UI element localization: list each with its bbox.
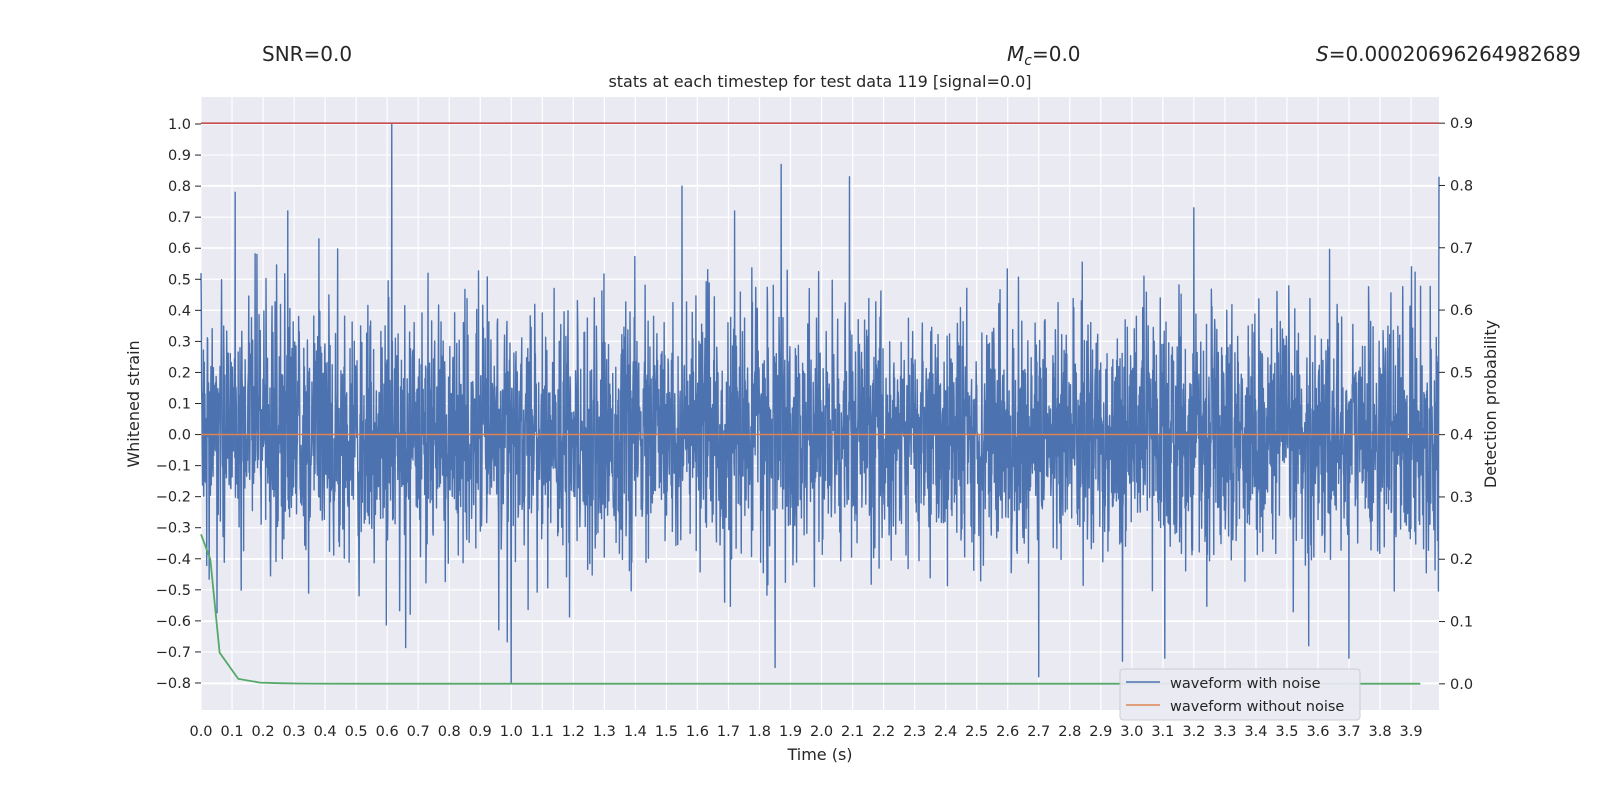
x-axis-label: Time (s) xyxy=(786,745,852,764)
x-tick-label-29: 2.9 xyxy=(1089,724,1112,740)
series-waveform-with-noise xyxy=(200,123,1440,684)
series-detection-probability xyxy=(200,534,1421,685)
y-right-tick-label-3: 0.6 xyxy=(1450,303,1473,319)
x-tick-label-7: 0.7 xyxy=(407,724,430,740)
snr-label: SNR=0.0 xyxy=(262,42,352,66)
y-left-tick-label-3: 0.7 xyxy=(168,210,191,226)
y-right-tick-label-5: 0.4 xyxy=(1450,428,1473,444)
x-tick-label-8: 0.8 xyxy=(438,724,461,740)
x-tick-label-23: 2.3 xyxy=(903,724,926,740)
x-tick-label-20: 2.0 xyxy=(810,724,833,740)
y-left-tick-label-17: −0.7 xyxy=(156,645,191,661)
x-tick-label-9: 0.9 xyxy=(469,724,492,740)
y-left-tick-label-9: 0.1 xyxy=(168,397,191,413)
x-tick-label-33: 3.3 xyxy=(1213,724,1236,740)
x-tick-label-25: 2.5 xyxy=(965,724,988,740)
y-left-tick-label-12: −0.2 xyxy=(156,490,191,506)
x-tick-label-34: 3.4 xyxy=(1244,724,1267,740)
y-right-tick-label-2: 0.7 xyxy=(1450,241,1473,257)
y-left-tick-label-11: −0.1 xyxy=(156,459,191,475)
y-left-tick-label-6: 0.4 xyxy=(168,303,191,319)
y-left-tick-label-18: −0.8 xyxy=(156,676,191,692)
x-tick-label-36: 3.6 xyxy=(1306,724,1329,740)
y-left-tick-label-14: −0.4 xyxy=(156,552,191,568)
y-left-tick-label-0: 1.0 xyxy=(168,117,191,133)
x-tick-label-0: 0.0 xyxy=(189,724,212,740)
x-tick-label-38: 3.8 xyxy=(1369,724,1392,740)
y-axis-left-label: Whitened strain xyxy=(124,340,143,467)
x-axis-ticks: 0.0 0.1 0.2 0.3 0.4 0.5 0.6 0.7 0.8 0.9 1.0 1.1 1.2 1… xyxy=(189,724,1422,740)
y-right-tick-label-8: 0.1 xyxy=(1450,615,1473,631)
x-tick-label-2: 0.2 xyxy=(252,724,275,740)
y-left-tick-label-8: 0.2 xyxy=(168,365,191,381)
x-tick-label-1: 0.1 xyxy=(220,724,243,740)
x-tick-label-15: 1.5 xyxy=(655,724,678,740)
legend: waveform with noise waveform without noi… xyxy=(1119,668,1361,721)
x-tick-label-39: 3.9 xyxy=(1400,724,1423,740)
y-right-tick-label-9: 0.0 xyxy=(1450,677,1473,693)
x-tick-label-35: 3.5 xyxy=(1275,724,1298,740)
mc-label: Mc=0.0 xyxy=(1007,42,1081,69)
x-tick-label-13: 1.3 xyxy=(593,724,616,740)
x-tick-label-11: 1.1 xyxy=(531,724,554,740)
y-left-tick-label-7: 0.3 xyxy=(168,334,191,350)
line-detection-probability xyxy=(200,534,1421,685)
x-tick-label-22: 2.2 xyxy=(872,724,895,740)
x-tick-label-32: 3.2 xyxy=(1182,724,1205,740)
y-left-tick-label-2: 0.8 xyxy=(168,179,191,195)
x-tick-label-37: 3.7 xyxy=(1337,724,1360,740)
y-left-tick-label-4: 0.6 xyxy=(168,241,191,257)
x-tick-label-17: 1.7 xyxy=(717,724,740,740)
y-right-tick-label-1: 0.8 xyxy=(1450,178,1473,194)
x-tick-label-5: 0.5 xyxy=(345,724,368,740)
x-tick-label-14: 1.4 xyxy=(624,724,647,740)
x-tick-label-19: 1.9 xyxy=(779,724,802,740)
y-right-tick-label-6: 0.3 xyxy=(1450,490,1473,506)
y-left-tick-label-5: 0.5 xyxy=(168,272,191,288)
y-left-tick-label-13: −0.3 xyxy=(156,521,191,537)
y-left-tick-label-16: −0.6 xyxy=(156,614,191,630)
x-tick-label-16: 1.6 xyxy=(686,724,709,740)
x-tick-label-6: 0.6 xyxy=(376,724,399,740)
x-tick-label-28: 2.8 xyxy=(1058,724,1081,740)
x-tick-label-21: 2.1 xyxy=(841,724,864,740)
x-tick-label-31: 3.1 xyxy=(1151,724,1174,740)
y-right-tick-label-7: 0.2 xyxy=(1450,552,1473,568)
s-label: S=0.00020696264982689 xyxy=(1316,42,1581,66)
x-tick-label-18: 1.8 xyxy=(748,724,771,740)
y-left-tick-label-15: −0.5 xyxy=(156,583,191,599)
legend-label-noise: waveform with noise xyxy=(1170,676,1321,692)
x-tick-label-26: 2.6 xyxy=(996,724,1019,740)
x-tick-label-27: 2.7 xyxy=(1027,724,1050,740)
y-right-tick-label-4: 0.5 xyxy=(1450,365,1473,381)
x-tick-label-30: 3.0 xyxy=(1120,724,1143,740)
y-axis-right-ticks: 0.9 0.8 0.7 0.6 0.5 0.4 0.3 0.2 0.1 0.0 xyxy=(1439,116,1473,693)
y-left-tick-label-1: 0.9 xyxy=(168,148,191,164)
y-left-tick-label-10: 0.0 xyxy=(168,428,191,444)
chart-title: stats at each timestep for test data 119… xyxy=(608,72,1031,91)
x-tick-label-24: 2.4 xyxy=(934,724,957,740)
x-tick-label-10: 1.0 xyxy=(500,724,523,740)
y-right-tick-label-0: 0.9 xyxy=(1450,116,1473,132)
x-tick-label-12: 1.2 xyxy=(562,724,585,740)
y-axis-left-ticks: 1.0 0.9 0.8 0.7 0.6 0.5 0.4 0.3 0.2 0.1 0.0 −0.1 −0.… xyxy=(156,117,201,692)
legend-box xyxy=(1119,668,1361,721)
x-tick-label-3: 0.3 xyxy=(283,724,306,740)
y-axis-right-label: Detection probability xyxy=(1481,320,1500,488)
legend-label-clean: waveform without noise xyxy=(1170,699,1344,715)
x-tick-label-4: 0.4 xyxy=(314,724,337,740)
line-waveform-with-noise xyxy=(200,123,1440,684)
